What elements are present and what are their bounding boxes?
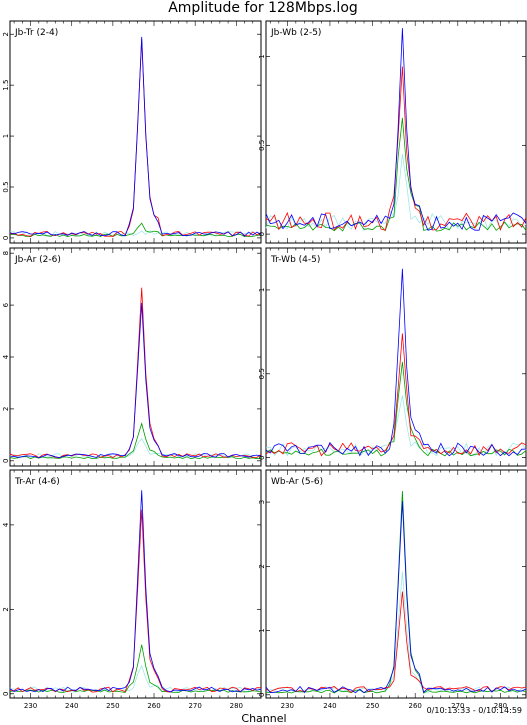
panel-grid: Jb-Tr (2-4)00.511.52 Jb-Wb (2-5)00.51Jb-A…	[2, 20, 527, 710]
panel-4: Tr-Wb (4-5) 0 0.5 1	[258, 247, 527, 467]
series-cyan-line	[265, 395, 527, 457]
series-green-line	[265, 361, 527, 457]
x-tick-label: 250	[366, 702, 379, 710]
series-blue-line	[9, 490, 262, 693]
panel-frame	[9, 469, 262, 699]
panel-3: Jb-Ar (2-6) 0 2 4 6 8	[2, 247, 262, 467]
x-tick-label: 280	[494, 702, 507, 710]
series-cyan-line	[9, 664, 262, 693]
series-blue-line	[265, 268, 527, 457]
series-red-line	[9, 509, 261, 693]
x-tick-label: 240	[65, 702, 78, 710]
panel-label: Jb-Wb (2-5)	[270, 28, 321, 38]
series-red-line	[9, 287, 262, 459]
panel-1: Jb-Tr (2-4) 0 0.5 1 1.5 2	[2, 20, 262, 244]
y-tick-label: 0.5	[258, 140, 266, 151]
y-tick-label: 2	[2, 407, 10, 411]
y-tick-label: 1	[258, 288, 266, 292]
series-red-line	[9, 39, 262, 237]
series-green-line	[9, 222, 262, 238]
y-tick-label: 3	[258, 500, 266, 504]
x-tick-label: 270	[188, 702, 201, 710]
y-tick-label: 2	[2, 607, 10, 611]
panel-6: Wb-Ar (5-6) 0 1 2 3 230 240 250 260 270 280	[258, 469, 527, 710]
panel-label: Tr-Ar (4-6)	[14, 477, 60, 487]
x-tick-label: 230	[24, 702, 37, 710]
series-green-line	[265, 117, 527, 232]
y-tick-label: 0.5	[2, 181, 10, 192]
series-blue-line	[9, 302, 262, 459]
panel-frame	[9, 20, 262, 244]
series-blue-line	[9, 36, 262, 237]
x-tick-label: 230	[281, 702, 294, 710]
x-tick-label: 250	[106, 702, 119, 710]
x-tick-label: 260	[408, 702, 421, 710]
series-green-line	[9, 422, 262, 460]
panel-5: Tr-Ar (4-6) 0 2 4 230 240 250 260 270 280	[2, 469, 262, 710]
series-red-line	[265, 333, 527, 457]
panel-frame	[265, 20, 527, 244]
chart-title: Amplitude for 128Mbps.log	[168, 0, 358, 16]
series-green-line	[9, 644, 262, 693]
y-tick-label: 8	[2, 251, 10, 255]
panel-2: Jb-Wb (2-5) 0 0.5 1	[258, 20, 527, 244]
x-tick-label: 270	[451, 702, 464, 710]
y-tick-label: 0.5	[258, 368, 266, 379]
y-tick-label: 0	[2, 459, 10, 463]
x-axis-label: Channel	[241, 712, 286, 725]
y-tick-label: 1.5	[2, 80, 10, 91]
panel-frame	[265, 469, 527, 699]
y-tick-label: 1	[258, 54, 266, 58]
y-tick-label: 2	[2, 32, 10, 36]
panel-label: Wb-Ar (5-6)	[271, 477, 323, 487]
y-tick-label: 0	[258, 455, 266, 459]
x-tick-label: 280	[230, 702, 243, 710]
y-tick-label: 0	[2, 236, 10, 240]
series-blue-line	[265, 28, 527, 231]
y-tick-label: 6	[2, 302, 10, 307]
x-tick-label: 240	[323, 702, 336, 710]
y-tick-label: 4	[2, 354, 10, 359]
panel-frame	[9, 247, 262, 467]
y-tick-label: 0	[2, 692, 10, 696]
panel-label: Jb-Ar (2-6)	[14, 255, 61, 265]
y-tick-label: 0	[258, 693, 266, 697]
y-tick-label: 1	[2, 134, 10, 138]
y-tick-label: 1	[258, 628, 266, 632]
x-tick-label: 260	[147, 702, 160, 710]
y-tick-label: 0	[258, 232, 266, 236]
y-tick-label: 4	[2, 522, 10, 527]
time-range-stamp: 0/10:13:33 - 0/10:14:59	[427, 706, 522, 715]
panel-label: Jb-Tr (2-4)	[14, 28, 58, 38]
y-tick-label: 2	[258, 564, 266, 568]
series-blue-line	[265, 501, 527, 694]
panel-frame	[265, 247, 527, 467]
series-red-line	[265, 591, 527, 694]
panel-label: Tr-Wb (4-5)	[270, 255, 320, 265]
